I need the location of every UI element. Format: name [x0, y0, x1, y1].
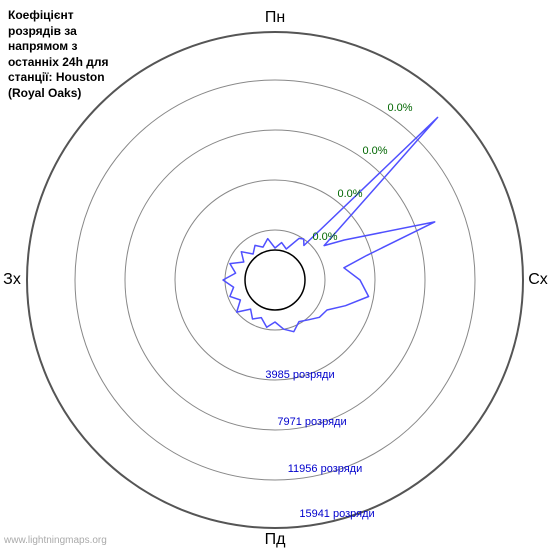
- direction-north: Пн: [265, 9, 285, 27]
- green-ring-label-3: 0.0%: [387, 102, 412, 114]
- blue-ring-label-1: 7971 розряди: [277, 416, 346, 428]
- blue-ring-label-0: 3985 розряди: [265, 369, 334, 381]
- direction-west: Зх: [3, 271, 21, 289]
- green-ring-label-2: 0.0%: [362, 145, 387, 157]
- green-ring-label-0: 0.0%: [312, 231, 337, 243]
- attribution-text: www.lightningmaps.org: [4, 535, 107, 546]
- green-ring-label-1: 0.0%: [337, 188, 362, 200]
- blue-ring-label-2: 11956 розряди: [288, 463, 363, 475]
- blue-ring-label-3: 15941 розряди: [299, 508, 374, 520]
- direction-east: Сх: [528, 271, 548, 289]
- direction-south: Пд: [265, 531, 286, 549]
- chart-title: Коефіцієнт розрядів за напрямом з останн…: [8, 8, 128, 102]
